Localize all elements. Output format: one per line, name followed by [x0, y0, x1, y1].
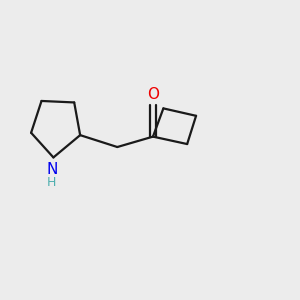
Text: O: O: [147, 87, 159, 102]
Text: N: N: [46, 162, 58, 177]
Text: H: H: [47, 176, 57, 189]
